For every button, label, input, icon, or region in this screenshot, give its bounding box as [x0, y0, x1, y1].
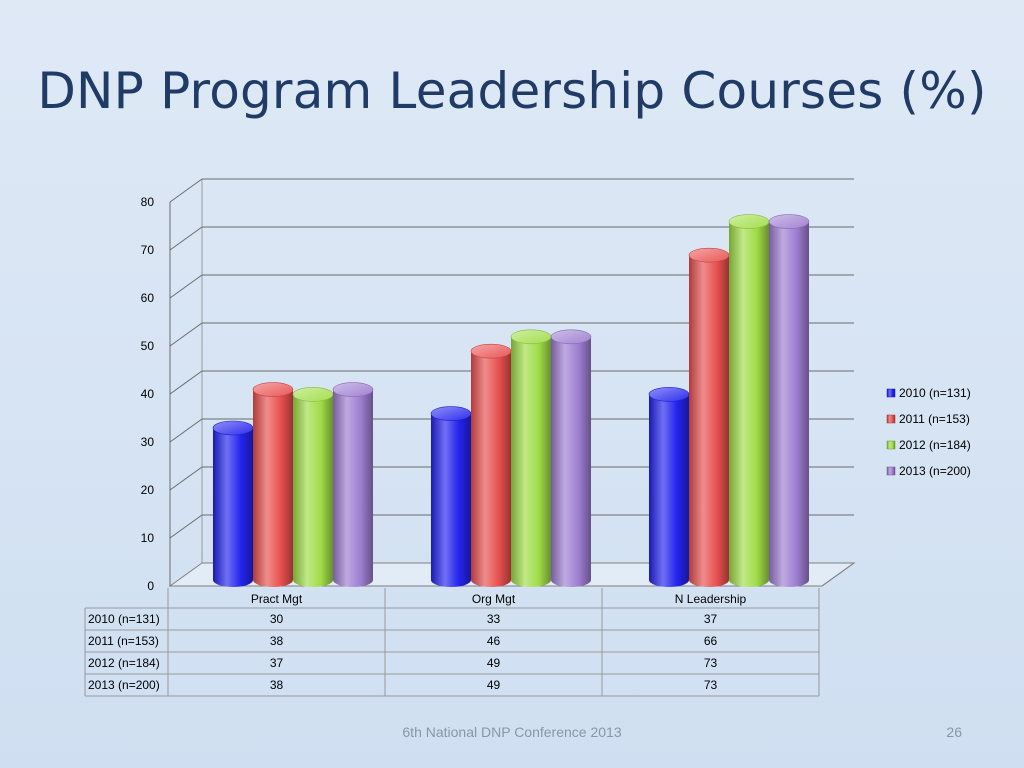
y-tick-label: 30	[141, 435, 155, 449]
table-cell: 37	[270, 656, 284, 670]
legend-swatch	[886, 466, 896, 476]
table-cell: 73	[704, 656, 718, 670]
bar	[212, 420, 254, 587]
slide-title: DNP Program Leadership Courses (%)	[37, 62, 987, 120]
table-cell: 37	[704, 612, 718, 626]
bar	[550, 329, 592, 587]
table-cell: 30	[270, 612, 284, 626]
legend-entry: 2010 (n=131)	[886, 386, 971, 400]
legend-label: 2013 (n=200)	[899, 464, 971, 478]
bar	[688, 247, 730, 587]
legend-swatch	[886, 388, 896, 398]
table-row-label: 2011 (n=153)	[88, 634, 159, 648]
legend-swatch	[886, 440, 896, 450]
bar	[332, 382, 374, 587]
y-tick-label: 10	[141, 531, 155, 545]
legend-label: 2012 (n=184)	[899, 438, 971, 452]
bar	[648, 387, 690, 587]
table-cell: 66	[704, 634, 718, 648]
legend-entry: 2012 (n=184)	[886, 438, 971, 452]
bar	[510, 329, 552, 587]
y-tick-label: 0	[147, 579, 154, 593]
y-tick-label: 70	[141, 243, 155, 257]
bar	[728, 214, 770, 587]
bar	[252, 382, 294, 587]
bar	[292, 387, 334, 587]
table-row-label: 2013 (n=200)	[88, 678, 160, 692]
bar	[768, 214, 810, 587]
footer-text: 6th National DNP Conference 2013	[402, 724, 622, 740]
category-label: N Leadership	[675, 592, 747, 606]
category-label: Pract Mgt	[251, 592, 303, 606]
table-cell: 46	[487, 634, 501, 648]
legend-label: 2010 (n=131)	[899, 386, 971, 400]
table-row-label: 2012 (n=184)	[88, 656, 160, 670]
table-cell: 73	[704, 678, 718, 692]
table-cell: 49	[487, 678, 501, 692]
category-label: Org Mgt	[472, 592, 516, 606]
table-cell: 33	[487, 612, 501, 626]
legend-label: 2011 (n=153)	[899, 412, 970, 426]
bar	[470, 343, 512, 587]
table-cell: 38	[270, 634, 284, 648]
y-tick-label: 80	[141, 195, 155, 209]
y-tick-label: 60	[141, 291, 155, 305]
gridline	[169, 178, 854, 203]
y-tick-label: 40	[141, 387, 155, 401]
table-cell: 38	[270, 678, 284, 692]
y-tick-label: 20	[141, 483, 155, 497]
page-number: 26	[946, 724, 962, 740]
y-tick-label: 50	[141, 339, 155, 353]
legend-entry: 2013 (n=200)	[886, 464, 971, 478]
legend-entry: 2011 (n=153)	[886, 412, 970, 426]
legend-swatch	[886, 414, 896, 424]
table-cell: 49	[487, 656, 501, 670]
bar	[430, 406, 472, 587]
table-row-label: 2010 (n=131)	[88, 612, 160, 626]
